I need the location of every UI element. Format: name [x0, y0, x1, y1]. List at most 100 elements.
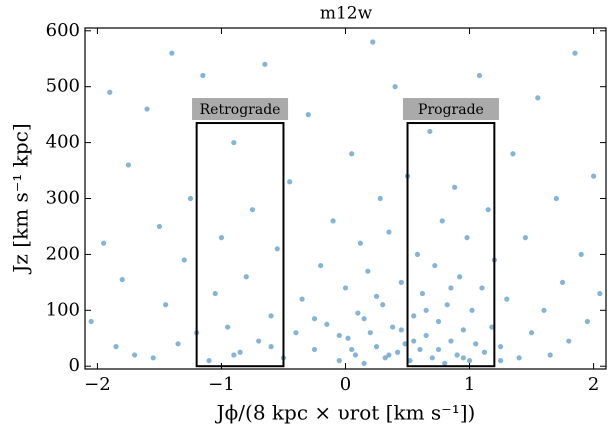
point	[547, 352, 553, 358]
point	[402, 341, 408, 347]
point	[439, 218, 445, 224]
point	[163, 302, 169, 308]
point	[311, 346, 318, 353]
y-tick-label: 300	[46, 188, 80, 209]
point	[357, 240, 363, 246]
y-tick-label: 0	[69, 355, 80, 376]
point	[510, 151, 516, 157]
point	[373, 293, 380, 299]
point	[119, 276, 125, 283]
point	[578, 251, 584, 258]
region-label-bg	[402, 98, 499, 121]
point	[324, 321, 330, 327]
point	[101, 240, 107, 246]
point	[377, 195, 383, 202]
point	[287, 179, 293, 185]
point	[497, 344, 504, 350]
point	[398, 327, 404, 333]
point	[212, 290, 218, 297]
point	[336, 332, 342, 339]
point	[361, 360, 367, 367]
point	[355, 310, 361, 316]
point	[417, 346, 423, 353]
point	[361, 316, 367, 322]
point	[390, 324, 396, 330]
point	[256, 338, 262, 344]
region-label-bg	[192, 98, 289, 121]
point	[243, 274, 249, 280]
point	[305, 112, 311, 118]
point	[460, 327, 466, 333]
point	[206, 358, 212, 364]
point	[175, 341, 181, 347]
point	[541, 307, 547, 313]
x-tick-label: −2	[84, 374, 111, 395]
point	[268, 313, 274, 319]
y-tick-label: 200	[46, 243, 80, 264]
point	[113, 344, 119, 350]
point	[231, 139, 237, 146]
point	[299, 296, 305, 302]
point	[225, 324, 231, 330]
point	[352, 352, 359, 358]
point	[504, 296, 510, 302]
point	[156, 223, 163, 230]
point	[429, 355, 435, 361]
point	[489, 324, 495, 330]
region-box	[406, 122, 496, 368]
point	[427, 128, 433, 135]
y-tick-label: 500	[46, 76, 80, 97]
point	[237, 349, 243, 355]
point	[457, 274, 463, 280]
x-tick-label: −1	[208, 374, 235, 395]
point	[274, 246, 280, 252]
point	[150, 355, 156, 361]
point	[535, 95, 541, 101]
point	[454, 352, 460, 358]
point	[464, 235, 470, 241]
point	[516, 355, 522, 361]
point	[398, 279, 404, 285]
point	[476, 72, 483, 79]
point	[460, 355, 466, 361]
point	[187, 195, 194, 202]
y-tick-label: 400	[46, 132, 80, 153]
point	[407, 358, 413, 364]
point	[200, 72, 206, 79]
plot-frame	[84, 27, 607, 370]
point	[311, 316, 318, 322]
point	[448, 338, 454, 344]
point	[107, 89, 113, 95]
point	[125, 162, 132, 168]
point	[218, 235, 225, 241]
point	[169, 50, 175, 56]
point	[572, 50, 578, 56]
point	[318, 262, 324, 269]
point	[497, 358, 504, 364]
x-tick-label: 1	[464, 374, 475, 395]
point	[479, 285, 485, 291]
point	[392, 84, 398, 90]
point	[444, 302, 450, 308]
point	[435, 346, 442, 353]
point	[268, 344, 274, 350]
x-tick-label: 2	[588, 374, 599, 395]
point	[365, 268, 371, 274]
y-tick-label: 100	[46, 299, 80, 320]
point	[132, 352, 138, 358]
point	[231, 352, 237, 358]
point	[373, 344, 380, 350]
point	[466, 358, 473, 364]
point	[349, 346, 355, 353]
point	[432, 262, 438, 269]
point	[414, 251, 421, 258]
point	[481, 349, 488, 355]
point	[452, 184, 458, 190]
x-axis-label: Jϕ/(8 kpc × υrot [km s⁻¹])	[215, 401, 476, 425]
point	[380, 302, 386, 308]
point	[345, 335, 351, 341]
point	[448, 285, 454, 291]
point	[597, 290, 603, 297]
point	[553, 195, 559, 202]
